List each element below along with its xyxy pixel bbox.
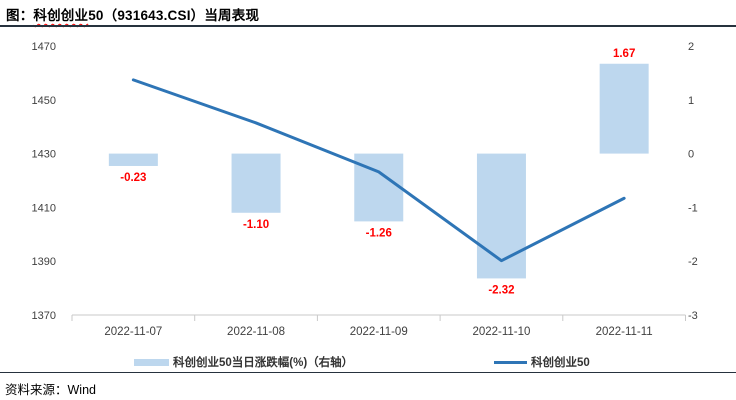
chart-title: 图：科创创业50（931643.CSI）当周表现 [6, 4, 259, 24]
x-axis-category-label: 2022-11-10 [472, 326, 530, 338]
legend-line-series-label: 科创创业50 [531, 357, 590, 369]
title-divider [0, 25, 736, 27]
right-axis-tick-label: -2 [688, 256, 698, 268]
line-series-swatch-icon [494, 360, 527, 364]
bar-value-label: -1.26 [366, 227, 392, 239]
bar [599, 63, 649, 154]
legend: 科创创业50当日涨跌幅(%)（右轴） 科创创业50 [0, 354, 736, 370]
left-axis-tick-label: 1410 [32, 202, 56, 214]
legend-item-line-series: 科创创业50 [494, 354, 590, 370]
right-axis-tick-label: 1 [688, 95, 694, 107]
footer-divider [0, 372, 736, 373]
bar-value-label: -0.23 [120, 172, 146, 184]
left-axis-tick-label: 1390 [32, 256, 56, 268]
left-axis-tick-label: 1430 [32, 149, 56, 161]
right-axis-tick-label: 2 [688, 41, 694, 53]
x-axis-category-label: 2022-11-08 [227, 326, 285, 338]
legend-bar-series-label: 科创创业50当日涨跌幅(%)（右轴） [173, 357, 354, 369]
x-axis-category-label: 2022-11-09 [350, 326, 408, 338]
bar [231, 153, 281, 213]
right-axis-tick-label: -1 [688, 202, 698, 214]
left-axis-tick-label: 1470 [32, 41, 56, 53]
chart-svg: 1470 1450 1430 1410 1390 1370 2 1 0 -1 -2 -3 2022-11… [32, 41, 698, 338]
bar-value-label: 1.67 [613, 48, 635, 60]
bar-value-label: -1.10 [243, 219, 269, 231]
chart-title-rest: 50（931643.CSI）当周表现 [88, 8, 260, 23]
bar [108, 153, 158, 166]
line-series [131, 78, 626, 263]
right-axis-tick-label: 0 [688, 149, 694, 161]
x-axis-category-label: 2022-11-11 [596, 326, 653, 338]
bar-value-label: -2.32 [488, 284, 514, 296]
left-axis-tick-label: 1450 [32, 95, 56, 107]
chart-title-squiggle-text: 科创创业 [33, 8, 89, 23]
data-source: 资料来源：Wind [5, 383, 96, 397]
bar [476, 153, 526, 279]
chart-title-prefix: 图： [6, 8, 34, 23]
legend-item-bar-series: 科创创业50当日涨跌幅(%)（右轴） [134, 354, 353, 370]
x-axis-category-label: 2022-11-07 [104, 326, 162, 338]
bar-series-swatch-icon [134, 358, 169, 366]
left-axis-tick-label: 1370 [32, 310, 56, 322]
right-axis-tick-label: -3 [688, 310, 698, 322]
